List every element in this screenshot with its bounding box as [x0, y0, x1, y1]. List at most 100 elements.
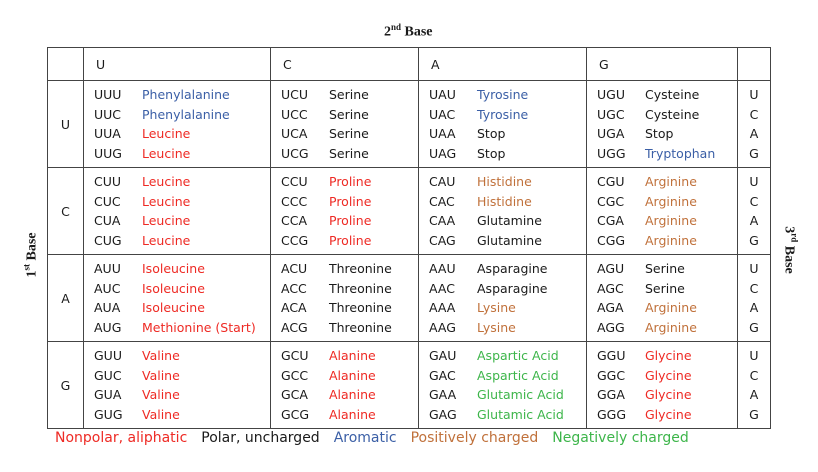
- amino-acid: Glycine: [645, 387, 692, 403]
- codon: AAA: [429, 300, 456, 316]
- amino-acid: Serine: [329, 126, 369, 142]
- amino-acid: Glutamic Acid: [477, 406, 564, 422]
- codon-entry: GGG Glycine: [587, 405, 737, 425]
- third-base: G: [749, 145, 759, 161]
- codon: AAU: [429, 261, 456, 277]
- codon: UCA: [281, 126, 308, 142]
- row-block: G GUU Valine GUC Valine GUA Valine GUG Valine GCU…: [47, 341, 771, 429]
- codon: GUG: [94, 406, 123, 422]
- codon: UGA: [597, 126, 625, 142]
- codon: AGA: [597, 300, 624, 316]
- codon-entry: GCG Alanine: [271, 405, 418, 425]
- codon: UGG: [597, 145, 626, 161]
- amino-acid: Serine: [329, 106, 369, 122]
- codon-entry: GAU Aspartic Acid: [419, 346, 586, 366]
- codon: UAU: [429, 87, 456, 103]
- amino-acid: Threonine: [329, 300, 392, 316]
- codon-cell: UCU Serine UCC Serine UCA Serine UCG Serine: [270, 80, 419, 168]
- column-header: U: [83, 47, 271, 81]
- codon-entry: CUC Leucine: [84, 192, 270, 212]
- codon-entry: UCU Serine: [271, 85, 418, 105]
- codon: AGC: [597, 280, 624, 296]
- codon: ACU: [281, 261, 308, 277]
- codon-entry: AGC Serine: [587, 279, 737, 299]
- codon: UAA: [429, 126, 456, 142]
- codon-cell: GCU Alanine GCC Alanine GCA Alanine GCG Alanine: [270, 341, 419, 429]
- codon: CGC: [597, 193, 625, 209]
- first-base: A: [47, 254, 84, 342]
- amino-acid: Leucine: [142, 232, 191, 248]
- amino-acid: Valine: [142, 367, 180, 383]
- amino-acid: Histidine: [477, 193, 532, 209]
- title-number: 2: [384, 24, 391, 40]
- amino-acid: Stop: [477, 145, 506, 161]
- codon-entry: AGA Arginine: [587, 298, 737, 318]
- codon: UCU: [281, 87, 309, 103]
- amino-acid: Serine: [329, 145, 369, 161]
- codon: ACA: [281, 300, 307, 316]
- codon: CCA: [281, 213, 308, 229]
- codon: CGA: [597, 213, 624, 229]
- codon: CCU: [281, 174, 308, 190]
- amino-acid: Isoleucine: [142, 261, 205, 277]
- amino-acid: Isoleucine: [142, 300, 205, 316]
- amino-acid: Stop: [477, 126, 506, 142]
- codon: CAA: [429, 213, 456, 229]
- amino-acid: Glycine: [645, 348, 692, 364]
- codon-entry: CAC Histidine: [419, 192, 586, 212]
- codon: GGC: [597, 367, 626, 383]
- codon: CAU: [429, 174, 456, 190]
- label-suffix: rd: [789, 233, 800, 243]
- codon-entry: GCU Alanine: [271, 346, 418, 366]
- codon-entry: GUG Valine: [84, 405, 270, 425]
- codon-cell: GUU Valine GUC Valine GUA Valine GUG Valine: [83, 341, 271, 429]
- codon: UCC: [281, 106, 308, 122]
- amino-acid: Valine: [142, 406, 180, 422]
- amino-acid: Asparagine: [477, 261, 548, 277]
- codon: AUG: [94, 319, 122, 335]
- amino-acid: Glutamine: [477, 213, 542, 229]
- amino-acid: Arginine: [645, 213, 697, 229]
- codon-entry: UCA Serine: [271, 124, 418, 144]
- amino-acid: Cysteine: [645, 87, 700, 103]
- codon: CGG: [597, 232, 626, 248]
- amino-acid: Alanine: [329, 387, 376, 403]
- codon-entry: AUU Isoleucine: [84, 259, 270, 279]
- column-header: G: [586, 47, 738, 81]
- amino-acid: Arginine: [645, 319, 697, 335]
- legend-item: Nonpolar, aliphatic: [55, 430, 188, 446]
- codon-cell: UGU Cysteine UGC Cysteine UGA Stop UGG Tryptoph…: [586, 80, 738, 168]
- amino-acid: Phenylalanine: [142, 106, 230, 122]
- codon: GUA: [94, 387, 122, 403]
- codon-entry: AGU Serine: [587, 259, 737, 279]
- codon-cell: CGU Arginine CGC Arginine CGA Arginine CGG Argi…: [586, 167, 738, 255]
- codon: GAG: [429, 406, 457, 422]
- amino-acid: Alanine: [329, 406, 376, 422]
- codon: GCU: [281, 348, 309, 364]
- codon-cell: ACU Threonine ACC Threonine ACA Threonine ACG T…: [270, 254, 419, 342]
- amino-acid: Alanine: [329, 348, 376, 364]
- label-suffix: st: [21, 264, 32, 271]
- third-base: A: [749, 300, 759, 315]
- amino-acid: Glutamine: [477, 232, 542, 248]
- codon-entry: CUA Leucine: [84, 211, 270, 231]
- codon-table: U C A G U UUU Phenylalanine UUC Phenylalanine UUA…: [47, 47, 771, 429]
- amino-acid: Proline: [329, 193, 372, 209]
- codon-entry: CCG Proline: [271, 231, 418, 251]
- row-block: C CUU Leucine CUC Leucine CUA Leucine CUG Leucin…: [47, 167, 771, 255]
- codon-entry: GGC Glycine: [587, 366, 737, 386]
- codon-entry: CAG Glutamine: [419, 231, 586, 251]
- amino-acid: Serine: [645, 280, 685, 296]
- codon-cell: UUU Phenylalanine UUC Phenylalanine UUA Leuci…: [83, 80, 271, 168]
- codon: AUU: [94, 261, 121, 277]
- codon-entry: GCA Alanine: [271, 385, 418, 405]
- amino-acid: Leucine: [142, 193, 191, 209]
- third-base: A: [749, 213, 759, 228]
- codon: AGG: [597, 319, 625, 335]
- amino-acid: Threonine: [329, 261, 392, 277]
- codon: GCC: [281, 367, 309, 383]
- codon: GCG: [281, 406, 310, 422]
- amino-acid: Glutamic Acid: [477, 387, 564, 403]
